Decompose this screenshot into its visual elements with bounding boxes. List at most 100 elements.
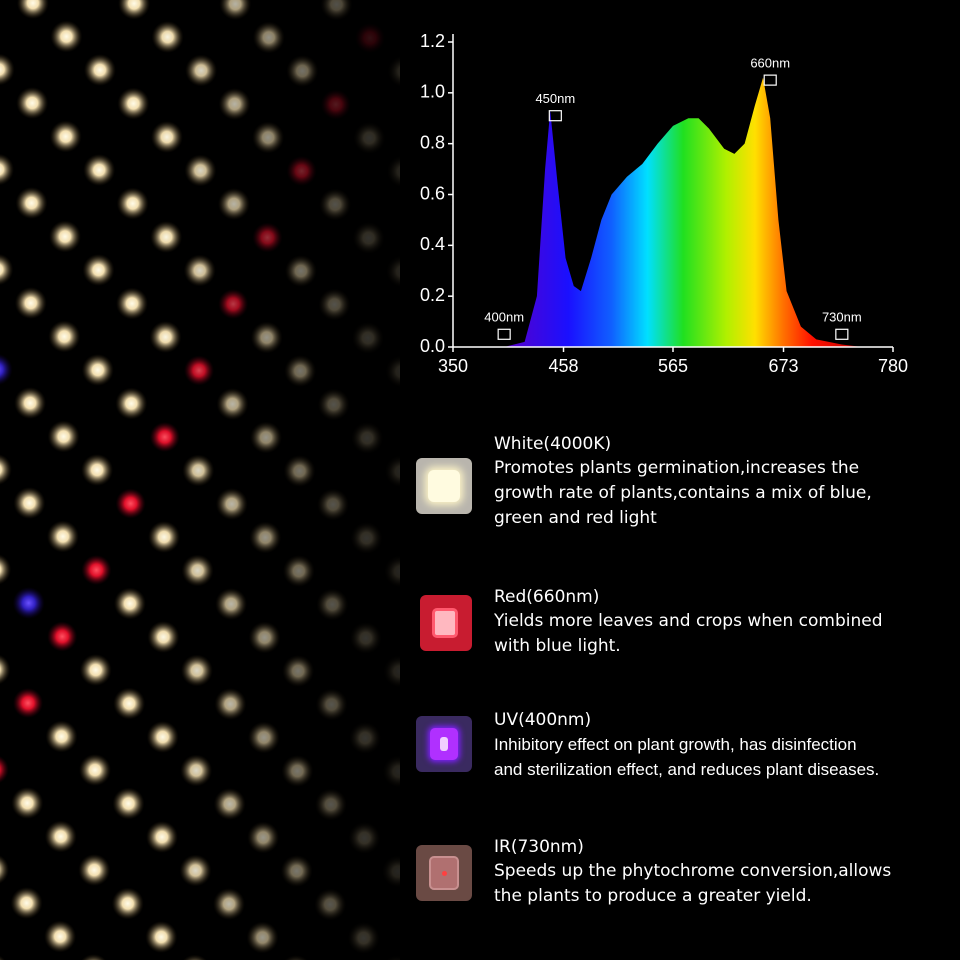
led-dot (215, 488, 248, 520)
led-dot (113, 587, 146, 620)
led-title: White(4000K) (494, 434, 612, 454)
led-dot (286, 55, 319, 87)
led-dot (146, 821, 178, 853)
led-dot (217, 188, 250, 220)
led-dot (44, 920, 77, 953)
x-tick-label: 780 (878, 356, 908, 376)
led-item: Red(660nm) Yields more leaves and crops … (416, 585, 956, 695)
led-dot (219, 0, 252, 20)
x-tick-label: 673 (768, 356, 798, 376)
led-dot (82, 254, 115, 286)
led-dot (79, 654, 112, 686)
led-dot (182, 954, 207, 960)
led-dot (349, 722, 382, 754)
red-led-icon (420, 595, 472, 651)
led-dot (281, 755, 314, 787)
y-tick-label: 1.2 (420, 31, 445, 51)
led-dot (148, 521, 181, 553)
led-dot (383, 655, 400, 688)
led-dot (11, 787, 44, 819)
white-led-icon (416, 458, 472, 514)
annotation-label: 730nm (822, 310, 862, 325)
led-dot (79, 754, 111, 786)
led-item: White(4000K) Promotes plants germination… (416, 432, 956, 542)
led-dot (111, 887, 144, 920)
led-dot (315, 688, 348, 721)
led-texts: UV(400nm) Inhibitory effect on plant gro… (494, 708, 879, 782)
led-dot (247, 721, 280, 754)
annotation-marker (835, 328, 849, 340)
led-dot (182, 454, 215, 487)
led-dot (284, 255, 317, 287)
led-texts: IR(730nm) Speeds up the phytochrome conv… (494, 835, 891, 909)
led-dot (180, 754, 213, 787)
led-dot (44, 820, 77, 853)
led-item: IR(730nm) Speeds up the phytochrome conv… (416, 835, 956, 945)
led-dot (386, 255, 400, 288)
led-dot (218, 88, 251, 120)
led-item: UV(400nm) Inhibitory effect on plant gro… (416, 708, 956, 818)
led-dot (385, 355, 400, 388)
led-dot (115, 488, 146, 519)
led-texts: White(4000K) Promotes plants germination… (494, 432, 872, 531)
led-chip (428, 470, 460, 502)
led-dot (218, 289, 249, 319)
led-dot (314, 788, 347, 821)
led-dot (0, 855, 10, 884)
led-description: and sterilization effect, and reduces pl… (494, 760, 880, 779)
led-dot (184, 154, 217, 187)
led-dot (216, 388, 249, 420)
led-dot (81, 354, 114, 386)
led-dot (250, 321, 283, 354)
led-dot (83, 154, 116, 186)
led-title: Red(660nm) (494, 587, 600, 607)
led-dot (183, 254, 216, 287)
led-core (440, 737, 448, 751)
led-dot (150, 121, 183, 153)
led-chip (432, 608, 458, 638)
led-dot (15, 187, 48, 219)
led-dot (16, 87, 49, 119)
led-dot (13, 487, 46, 519)
led-dot (48, 320, 81, 353)
led-description: Yields more leaves and crops when combin… (494, 611, 883, 631)
led-dot (381, 855, 400, 888)
led-description: with blue light. (494, 636, 621, 656)
led-dot (149, 422, 180, 452)
annotation-label: 450nm (535, 91, 575, 106)
led-dot (0, 755, 9, 784)
led-dot (249, 521, 282, 554)
led-dot (184, 355, 214, 386)
annotation-label: 660nm (750, 56, 790, 71)
led-dot (179, 854, 212, 887)
led-dot (145, 921, 178, 953)
y-tick-label: 0.2 (420, 285, 445, 305)
led-dot (13, 688, 43, 718)
led-description: Speeds up the phytochrome conversion,all… (494, 861, 892, 881)
led-dot (387, 55, 400, 88)
spectrum-chart: 0.0 0.2 0.4 0.6 0.8 1.0 1.2 350 458 565 673 780 450n… (420, 31, 908, 376)
led-dot (349, 622, 382, 654)
led-dot (319, 188, 352, 221)
led-dot (282, 555, 315, 587)
led-dot (112, 787, 145, 820)
led-dot (320, 0, 353, 21)
y-tick-label: 0.0 (420, 336, 445, 356)
led-dot (246, 921, 279, 954)
led-dot (185, 54, 218, 87)
y-tick-label: 0.8 (420, 132, 445, 152)
led-dot (282, 655, 315, 687)
led-title: UV(400nm) (494, 710, 592, 730)
led-dot (47, 621, 78, 652)
led-dot (81, 954, 107, 960)
led-dot (151, 21, 184, 53)
led-dot (317, 488, 349, 521)
spectrum-area (504, 77, 863, 347)
led-dot (0, 353, 13, 386)
led-photo (0, 0, 400, 960)
led-dot (384, 555, 400, 588)
led-dot (150, 221, 183, 253)
y-tick-label: 0.6 (420, 183, 445, 203)
led-dot (12, 587, 45, 619)
